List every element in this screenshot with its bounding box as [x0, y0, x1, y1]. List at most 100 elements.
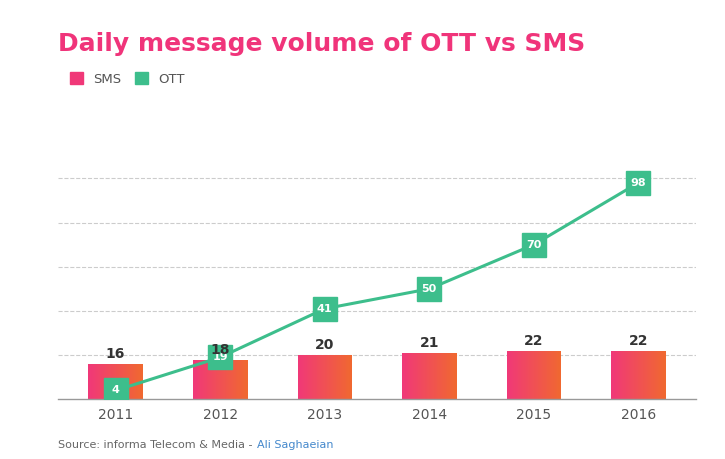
Bar [141, 364, 142, 399]
Bar [214, 359, 215, 399]
Bar [303, 355, 304, 399]
Bar [120, 364, 121, 399]
Bar [343, 355, 344, 399]
Bar [297, 355, 299, 399]
Bar [455, 353, 456, 399]
Bar [630, 351, 631, 399]
Bar [340, 355, 341, 399]
Bar [450, 353, 451, 399]
Bar [335, 355, 336, 399]
Bar [223, 359, 224, 399]
Bar [325, 355, 326, 399]
Bar [454, 353, 455, 399]
Bar [114, 364, 115, 399]
Bar [451, 353, 452, 399]
Bar [555, 351, 557, 399]
Bar [308, 355, 310, 399]
Bar [519, 351, 521, 399]
Bar [326, 355, 327, 399]
Bar [525, 351, 526, 399]
Bar [324, 355, 325, 399]
Bar [313, 355, 314, 399]
Bar [339, 355, 340, 399]
Bar [350, 355, 351, 399]
Bar [319, 355, 320, 399]
Text: 20: 20 [315, 338, 334, 353]
Bar [636, 351, 637, 399]
Bar [517, 351, 518, 399]
Bar [426, 353, 427, 399]
Bar [661, 351, 662, 399]
Bar [530, 351, 531, 399]
Bar [194, 359, 195, 399]
Bar [643, 351, 644, 399]
Bar [203, 359, 204, 399]
Bar [336, 355, 338, 399]
Bar [315, 355, 316, 399]
Bar [311, 355, 312, 399]
Bar [88, 364, 89, 399]
Bar [546, 351, 547, 399]
Text: 18: 18 [210, 343, 230, 357]
Bar [204, 359, 206, 399]
Bar [631, 351, 632, 399]
Bar [648, 351, 650, 399]
Bar [613, 351, 614, 399]
Bar [107, 364, 109, 399]
Bar [420, 353, 421, 399]
Bar [405, 353, 406, 399]
Bar [642, 351, 643, 399]
Bar [611, 351, 613, 399]
Bar [645, 351, 646, 399]
Bar [411, 353, 413, 399]
Bar [323, 355, 324, 399]
Bar [621, 351, 622, 399]
Bar [100, 364, 102, 399]
Bar [131, 364, 132, 399]
Bar [654, 351, 655, 399]
Bar [331, 355, 332, 399]
Bar [196, 359, 198, 399]
Bar [91, 364, 92, 399]
Bar [342, 355, 343, 399]
Bar [233, 359, 234, 399]
Bar [526, 351, 527, 399]
Bar [229, 359, 231, 399]
Bar [534, 351, 535, 399]
Bar [403, 353, 404, 399]
Text: 19: 19 [212, 353, 228, 362]
Legend: SMS, OTT: SMS, OTT [65, 67, 191, 91]
Bar [644, 351, 645, 399]
Bar [346, 355, 347, 399]
Bar [412, 353, 413, 399]
Bar [410, 353, 411, 399]
Text: Ali Saghaeian: Ali Saghaeian [257, 440, 334, 449]
Bar [243, 359, 244, 399]
Bar [526, 351, 528, 399]
Bar [231, 359, 232, 399]
Bar [422, 353, 423, 399]
Bar [415, 353, 417, 399]
Bar [136, 364, 138, 399]
Bar [639, 351, 640, 399]
Text: 22: 22 [524, 334, 544, 348]
Bar [539, 351, 540, 399]
Bar [518, 351, 520, 399]
Bar [540, 351, 542, 399]
Bar [663, 351, 664, 399]
Bar [652, 351, 653, 399]
Bar [351, 355, 352, 399]
Bar [224, 359, 225, 399]
Bar [90, 364, 91, 399]
Bar [344, 355, 345, 399]
Bar [121, 364, 122, 399]
Bar [612, 351, 613, 399]
Bar [532, 351, 533, 399]
Bar [428, 353, 429, 399]
Bar [623, 351, 624, 399]
Bar [201, 359, 202, 399]
Bar [664, 351, 665, 399]
Bar [513, 351, 514, 399]
Bar [453, 353, 454, 399]
Bar [439, 353, 440, 399]
